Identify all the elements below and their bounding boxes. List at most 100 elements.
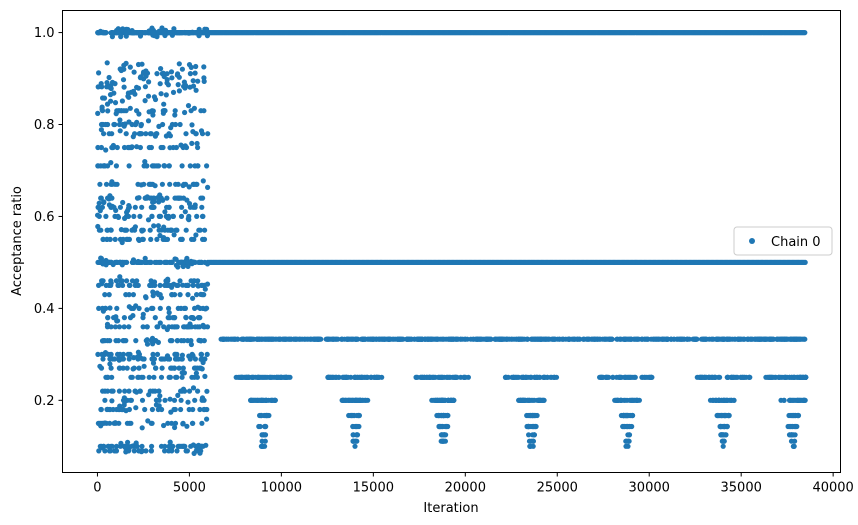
data-point [618,336,624,342]
data-point [144,307,150,313]
data-point [139,397,146,403]
data-point [192,202,198,208]
data-point [623,443,629,449]
data-point [193,131,199,137]
data-point [202,286,208,292]
data-point [135,282,141,288]
data-point [161,422,167,429]
data-point [132,227,138,233]
data-point [661,336,667,342]
data-point [795,412,802,419]
data-point [623,412,629,419]
data-point [109,374,115,380]
data-point [161,73,167,80]
data-point [626,432,632,438]
data-point [541,397,547,403]
data-point [95,204,101,210]
data-point [617,374,623,380]
data-point [786,412,792,419]
data-point [189,122,195,128]
data-point [172,424,178,431]
data-point [156,397,162,403]
data-point [622,336,628,342]
data-point [430,374,436,380]
data-point [404,336,410,342]
data-point [150,108,156,114]
data-point [293,336,299,342]
data-point [191,374,197,380]
data-point [165,215,172,221]
data-point [648,374,655,380]
data-point [102,397,108,403]
data-point [132,388,138,394]
data-point [169,259,175,265]
data-point [159,365,165,371]
data-point [165,82,171,88]
data-point [256,397,263,403]
data-point [188,258,194,264]
data-point [158,374,165,380]
data-point [113,111,119,117]
data-point [100,259,106,265]
data-point [153,402,159,408]
x-axis-label: Iteration [423,501,478,516]
data-point [194,213,200,219]
data-point [103,147,109,153]
data-point [104,321,111,327]
data-point [165,356,171,362]
data-point [149,213,155,219]
data-point [176,365,182,371]
data-point [257,423,263,430]
data-point [192,305,198,311]
data-point [180,282,186,288]
data-point [143,448,149,454]
data-point [131,365,137,371]
data-point [173,324,179,330]
data-point [550,336,557,342]
data-point [133,440,139,446]
data-point [353,374,359,380]
data-point [153,365,159,371]
data-point [108,98,114,104]
data-point [118,440,124,446]
data-point [724,336,730,342]
data-point [171,397,178,403]
data-point [166,204,172,210]
data-point [139,204,145,210]
data-point [161,101,167,107]
data-point [188,108,194,114]
data-point [133,303,139,309]
data-point [118,108,124,114]
data-point [190,353,196,359]
data-point [302,336,308,342]
data-point [354,397,360,403]
data-point [127,105,133,111]
data-point [178,259,184,265]
data-point [177,278,183,284]
data-point [155,406,161,413]
data-point [158,356,164,362]
x-tick-label: 10000 [261,481,302,496]
data-point [178,213,185,219]
data-point [668,336,674,342]
data-point [724,397,730,403]
data-point [121,144,128,151]
data-point [199,282,206,288]
data-point [144,324,150,330]
data-point [724,423,730,430]
data-point [125,213,132,219]
data-point [165,315,171,321]
data-point [346,412,352,419]
data-point [714,336,720,342]
data-point [763,374,769,380]
data-point [381,336,388,342]
data-point [197,406,203,413]
data-point [182,209,188,215]
data-point [625,438,631,444]
data-point [127,64,133,70]
data-point [278,336,284,342]
data-point [167,29,173,36]
x-axis: 0 5000 10000 15000 20000 25000 30000 35000 40000 [93,472,854,496]
data-point [109,144,115,151]
data-point [455,336,461,342]
